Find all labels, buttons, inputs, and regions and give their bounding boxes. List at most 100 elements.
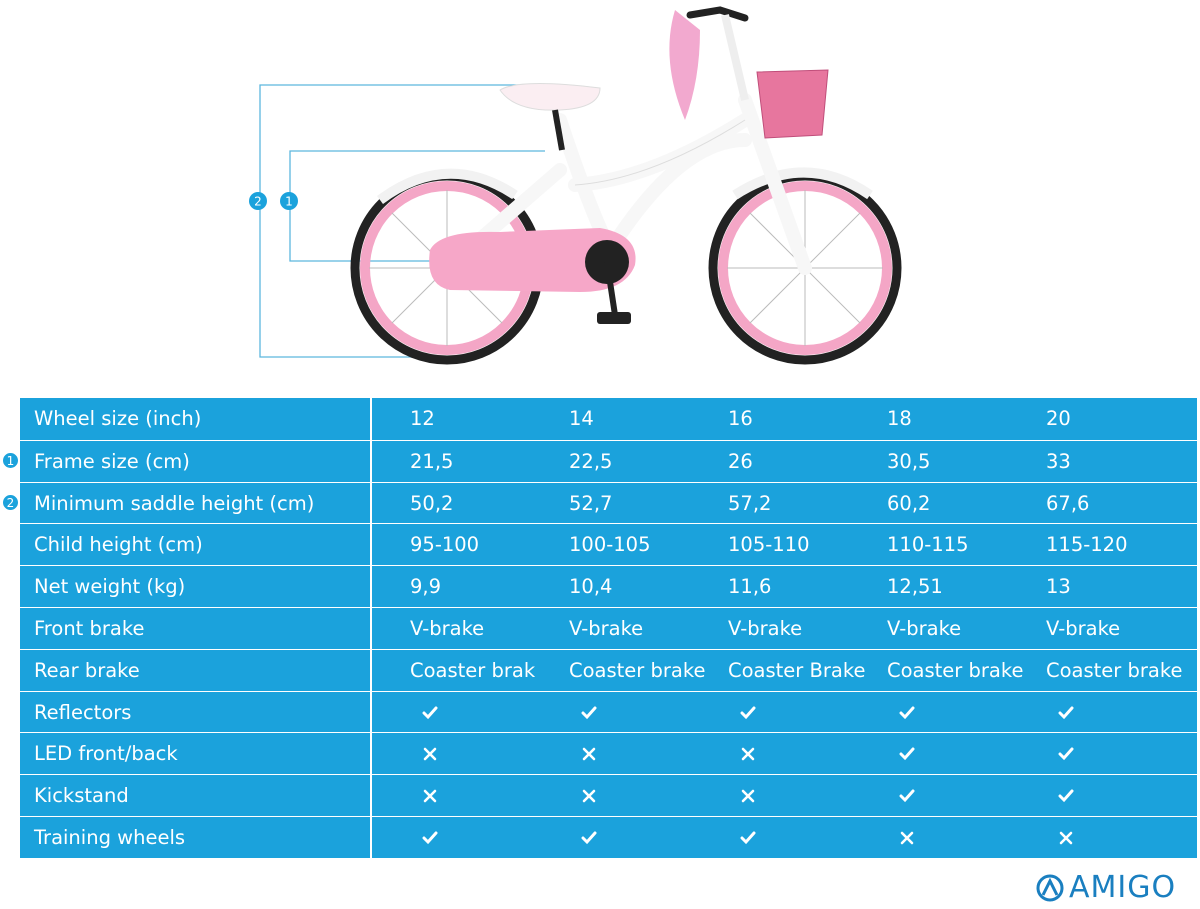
check-icon	[581, 706, 597, 719]
table-row: Front brake V-brake V-brake V-brake V-brake V…	[20, 606, 1197, 649]
row-label: Net weight (kg)	[34, 575, 186, 599]
dimension-markers: 2 1	[249, 192, 298, 210]
row-marker: 1	[2, 452, 19, 470]
cross-icon	[423, 789, 437, 803]
cell: 95-100	[410, 533, 480, 557]
cell: 20	[1046, 407, 1071, 430]
column-divider	[370, 607, 372, 649]
cell: 13	[1046, 575, 1071, 599]
check-icon	[899, 789, 915, 803]
handlebar	[686, 6, 749, 22]
check-icon	[422, 831, 438, 845]
cell: 9,9	[410, 575, 442, 599]
cell: V-brake	[1046, 616, 1121, 640]
marker-label: 2	[254, 195, 262, 209]
cell: 14	[569, 407, 594, 430]
column-divider	[370, 733, 372, 775]
table-row: Net weight (kg) 9,9 10,4 11,6 12,51 13	[20, 565, 1197, 607]
cell: 57,2	[728, 491, 772, 515]
table-row: LED front/back	[20, 732, 1197, 775]
cell: 60,2	[887, 491, 931, 515]
cell: Coaster Brake	[728, 658, 866, 682]
cell: Coaster brake	[1046, 658, 1183, 682]
check-icon	[1058, 789, 1074, 803]
row-label: Wheel size (inch)	[34, 407, 202, 430]
cell: 33	[1046, 449, 1071, 473]
cross-icon	[582, 748, 596, 761]
column-divider	[370, 482, 372, 524]
row-label: Reflectors	[34, 700, 132, 724]
cell: 105-110	[728, 533, 810, 557]
table-row: Rear brake Coaster brak Coaster brake Coast…	[20, 648, 1197, 691]
cell: V-brake	[569, 616, 644, 640]
cell: V-brake	[410, 616, 485, 640]
front-fender	[732, 167, 873, 200]
dimension-lines	[259, 84, 605, 358]
check-icon	[740, 831, 756, 845]
cross-icon	[741, 748, 755, 761]
row-label: Child height (cm)	[34, 533, 203, 557]
crank-arm	[604, 261, 618, 316]
cell: 12,51	[887, 575, 943, 599]
row-marker: 2	[2, 494, 19, 511]
column-divider	[370, 649, 372, 691]
cell: 50,2	[410, 491, 454, 515]
logo-icon	[1036, 874, 1064, 901]
cell: 52,7	[569, 491, 613, 515]
stem	[721, 14, 749, 101]
cell: 12	[410, 407, 435, 430]
row-label: Minimum saddle height (cm)	[34, 491, 315, 515]
column-divider	[370, 691, 372, 733]
marker-label: 1	[285, 195, 293, 209]
streamers	[669, 10, 700, 120]
cell: 26	[728, 449, 753, 473]
cell: 115-120	[1046, 533, 1128, 557]
cell: 30,5	[887, 449, 931, 473]
table-row: Minimum saddle height (cm) 50,2 52,7 57,2 60…	[20, 481, 1197, 524]
cell: 21,5	[410, 449, 454, 473]
cell: 16	[728, 407, 753, 430]
check-icon	[740, 706, 756, 719]
row-label: Front brake	[34, 616, 145, 640]
column-divider	[370, 566, 372, 607]
table-row: Training wheels	[20, 815, 1197, 858]
spec-table: Wheel size (inch) 12 14 16 18 20 Frame size (c…	[20, 398, 1197, 858]
check-icon	[1058, 747, 1074, 761]
table-row: Kickstand	[20, 774, 1197, 816]
cell: V-brake	[887, 616, 962, 640]
saddle	[499, 82, 601, 111]
table-row: Reflectors	[20, 690, 1197, 733]
column-divider	[370, 398, 372, 440]
column-divider	[370, 440, 372, 482]
cell: 18	[887, 407, 912, 430]
row-label: Frame size (cm)	[34, 449, 190, 473]
cell: Coaster brake	[569, 658, 706, 682]
check-icon	[899, 747, 915, 761]
cell: Coaster brak	[410, 658, 536, 682]
logo: AMIGO	[1035, 870, 1176, 905]
check-icon	[1058, 706, 1074, 719]
table-row: Frame size (cm) 21,5 22,5 26 30,5 33	[20, 439, 1197, 482]
cell: V-brake	[728, 616, 803, 640]
cell: Coaster brake	[887, 658, 1024, 682]
row-label: Kickstand	[34, 784, 129, 808]
cross-icon	[582, 789, 596, 803]
cell: 67,6	[1046, 491, 1090, 515]
table-row: Child height (cm) 95-100 100-105 105-110 110…	[20, 523, 1197, 566]
table-row: Wheel size (inch) 12 14 16 18 20	[20, 398, 1197, 440]
check-icon	[581, 831, 597, 845]
rear-fender	[377, 168, 518, 205]
basket	[756, 69, 829, 139]
column-divider	[370, 816, 372, 858]
cell: 110-115	[887, 533, 969, 557]
cell: 100-105	[569, 533, 651, 557]
cross-icon	[423, 748, 437, 761]
cell: 10,4	[569, 575, 613, 599]
chain-guard	[429, 228, 636, 292]
row-label: Rear brake	[34, 658, 140, 682]
check-icon	[422, 706, 438, 719]
bike-illustration: 2 1	[249, 6, 902, 365]
frame-outline	[574, 119, 746, 186]
cross-icon	[900, 831, 914, 845]
